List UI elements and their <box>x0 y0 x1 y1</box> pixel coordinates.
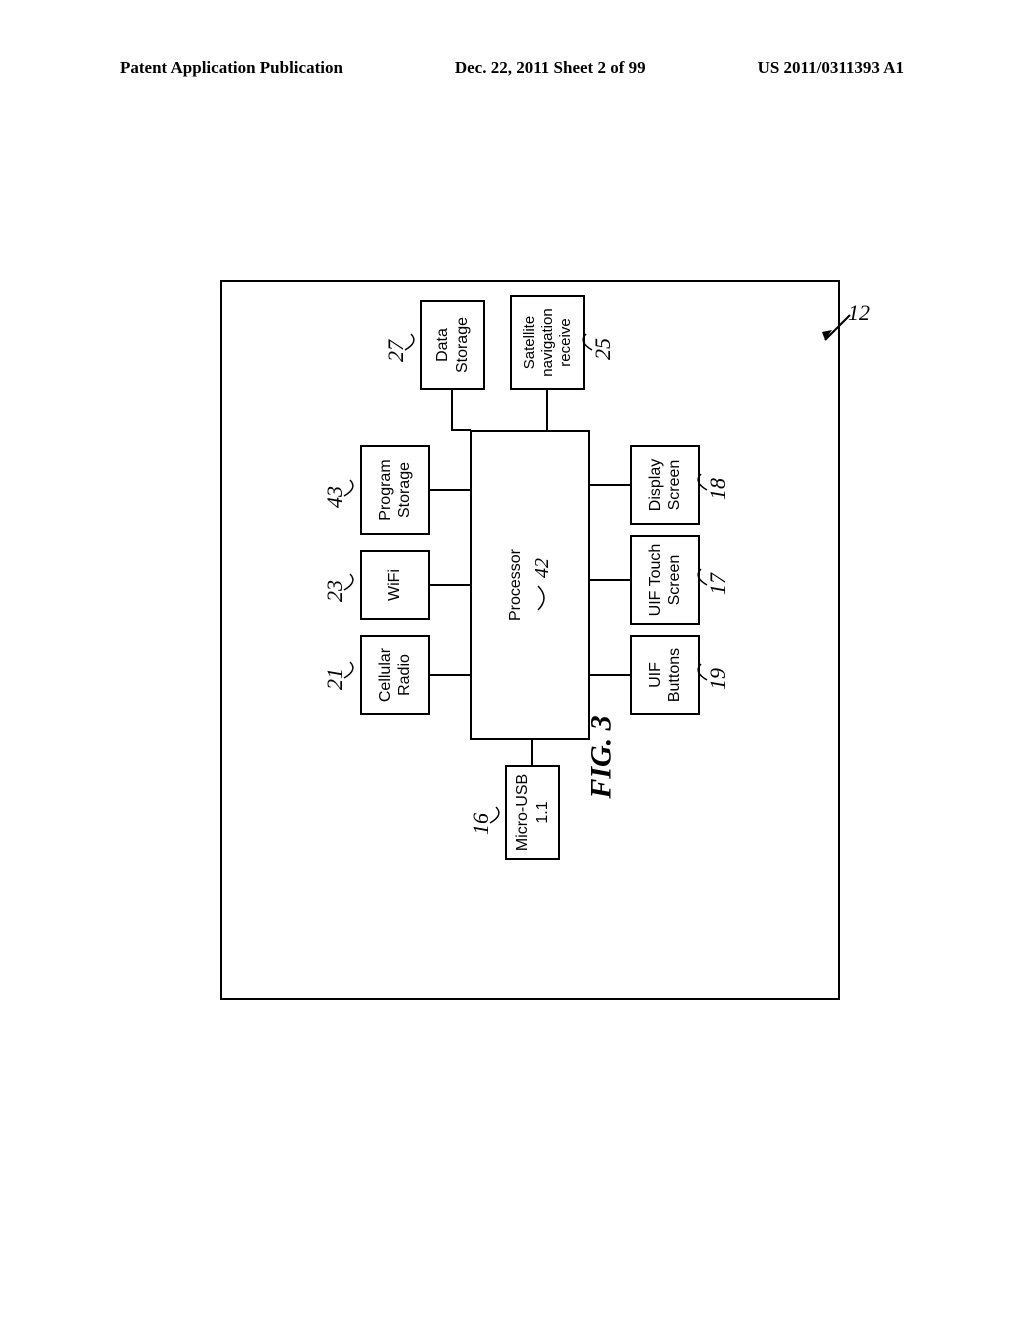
data-connector-h <box>451 390 453 430</box>
data-label: Data Storage <box>433 317 471 373</box>
processor-ref-curve <box>536 584 548 612</box>
cellular-connector <box>430 674 470 676</box>
program-curve <box>342 478 360 498</box>
data-connector-v <box>451 429 471 431</box>
data-block: Data Storage <box>420 300 485 390</box>
touch-label: UIF Touch Screen <box>646 544 684 617</box>
touch-curve <box>695 567 709 587</box>
header-left: Patent Application Publication <box>120 58 343 78</box>
diagram-rotated: Processor 42 Cellular Radio 21 WiFi 23 P… <box>170 330 890 950</box>
display-connector <box>590 484 630 486</box>
display-block: Display Screen <box>630 445 700 525</box>
processor-label: Processor <box>506 549 525 621</box>
buttons-label: UIF Buttons <box>646 648 684 702</box>
buttons-curve <box>695 662 709 682</box>
page-header: Patent Application Publication Dec. 22, … <box>0 58 1024 78</box>
display-label: Display Screen <box>646 459 684 511</box>
touch-connector <box>590 579 630 581</box>
microusb-label: Micro-USB 1.1 <box>513 774 551 851</box>
cellular-label: Cellular Radio <box>376 648 414 702</box>
satnav-curve <box>580 332 594 352</box>
microusb-curve <box>488 805 506 825</box>
microusb-connector <box>531 740 533 765</box>
program-block: Program Storage <box>360 445 430 535</box>
program-label: Program Storage <box>376 459 414 520</box>
figure-label: FIG. 3 <box>585 715 619 798</box>
buttons-connector <box>590 674 630 676</box>
cellular-curve <box>342 660 360 680</box>
wifi-curve <box>342 572 360 592</box>
wifi-connector <box>430 584 470 586</box>
processor-ref: 42 <box>530 558 554 578</box>
touch-block: UIF Touch Screen <box>630 535 700 625</box>
wifi-label: WiFi <box>385 569 404 601</box>
microusb-block: Micro-USB 1.1 <box>505 765 560 860</box>
wifi-block: WiFi <box>360 550 430 620</box>
program-connector <box>430 489 470 491</box>
cellular-block: Cellular Radio <box>360 635 430 715</box>
buttons-block: UIF Buttons <box>630 635 700 715</box>
header-right: US 2011/0311393 A1 <box>758 58 904 78</box>
figure-area: 12 Processor 42 Cellular Radio 21 WiFi 2… <box>220 280 840 1000</box>
satnav-connector <box>546 390 548 430</box>
processor-block: Processor 42 <box>470 430 590 740</box>
data-curve <box>403 332 421 352</box>
satnav-label: Satellite navigation receive <box>521 308 575 376</box>
header-center: Dec. 22, 2011 Sheet 2 of 99 <box>455 58 646 78</box>
satnav-block: Satellite navigation receive <box>510 295 585 390</box>
display-curve <box>695 472 709 492</box>
